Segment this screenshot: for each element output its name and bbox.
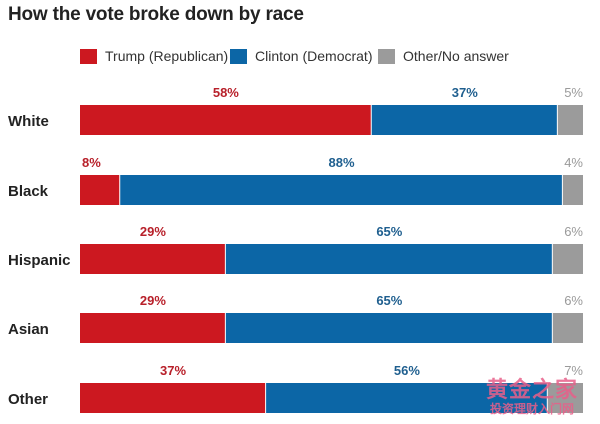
legend-label-other: Other/No answer bbox=[403, 48, 509, 64]
data-label-hispanic-trump: 29% bbox=[140, 224, 166, 239]
legend-swatch-other bbox=[378, 48, 395, 64]
bar-white-clinton bbox=[371, 105, 557, 135]
data-label-asian-clinton: 65% bbox=[376, 293, 402, 308]
bar-white-other bbox=[557, 105, 583, 135]
data-label-black-clinton: 88% bbox=[329, 155, 355, 170]
data-label-black-trump: 8% bbox=[82, 155, 101, 170]
legend-swatch-trump bbox=[80, 48, 97, 64]
category-label-black: Black bbox=[8, 183, 49, 200]
category-label-hispanic: Hispanic bbox=[8, 252, 71, 269]
legend-item-other: Other/No answer bbox=[378, 48, 509, 64]
legend-label-clinton: Clinton (Democrat) bbox=[255, 48, 373, 64]
category-label-white: White bbox=[8, 113, 49, 130]
bar-hispanic-clinton bbox=[225, 244, 552, 274]
data-label-other-other: 7% bbox=[564, 363, 583, 378]
bar-asian-other bbox=[552, 313, 583, 343]
data-label-asian-other: 6% bbox=[564, 293, 583, 308]
data-label-other-clinton: 56% bbox=[394, 363, 420, 378]
bar-other-other bbox=[547, 383, 583, 413]
data-label-hispanic-clinton: 65% bbox=[376, 224, 402, 239]
bar-asian-clinton bbox=[225, 313, 552, 343]
bar-hispanic-trump bbox=[80, 244, 225, 274]
bar-black-trump bbox=[80, 175, 120, 205]
legend-item-clinton: Clinton (Democrat) bbox=[230, 48, 372, 64]
data-label-other-trump: 37% bbox=[160, 363, 186, 378]
data-label-white-clinton: 37% bbox=[452, 85, 478, 100]
category-label-asian: Asian bbox=[8, 321, 49, 338]
data-label-asian-trump: 29% bbox=[140, 293, 166, 308]
data-label-white-trump: 58% bbox=[213, 85, 239, 100]
data-label-white-other: 5% bbox=[564, 85, 583, 100]
category-label-other: Other bbox=[8, 391, 48, 408]
bar-black-clinton bbox=[120, 175, 562, 205]
bar-hispanic-other bbox=[552, 244, 583, 274]
bar-asian-trump bbox=[80, 313, 225, 343]
data-label-hispanic-other: 6% bbox=[564, 224, 583, 239]
bar-black-other bbox=[562, 175, 583, 205]
legend-label-trump: Trump (Republican) bbox=[105, 48, 229, 64]
chart-title: How the vote broke down by race bbox=[8, 4, 304, 25]
legend-swatch-clinton bbox=[230, 48, 247, 64]
bar-white-trump bbox=[80, 105, 371, 135]
legend-item-trump: Trump (Republican) bbox=[80, 48, 228, 64]
bar-other-clinton bbox=[266, 383, 547, 413]
bar-other-trump bbox=[80, 383, 266, 413]
data-label-black-other: 4% bbox=[564, 155, 583, 170]
